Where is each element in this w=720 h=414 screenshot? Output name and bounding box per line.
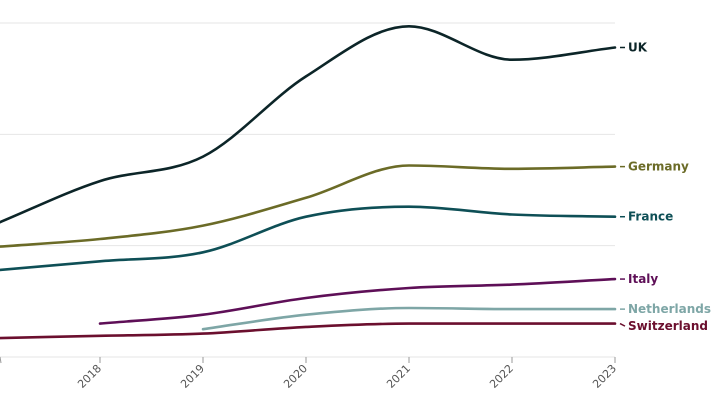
series-lines [0, 25, 617, 340]
series-label-germany: Germany [628, 160, 689, 174]
series-line-uk [0, 25, 617, 224]
x-tick-label-2018: 2018 [75, 362, 104, 391]
series-label-netherlands: Netherlands [628, 302, 711, 316]
series-line-netherlands [201, 306, 617, 331]
x-tick-label-2020: 2020 [281, 362, 310, 391]
series-label-switzerland: Switzerland [628, 319, 708, 333]
x-tick-label-2019: 2019 [178, 362, 207, 391]
series-label-uk: UK [628, 40, 648, 54]
series-line-germany [0, 164, 617, 248]
label-connector-switzerland [619, 322, 626, 327]
x-tick-label-2022: 2022 [487, 362, 516, 391]
x-axis: 2018 2019 2020 2021 2022 2023 [0, 356, 619, 391]
series-label-italy: Italy [628, 272, 658, 286]
x-tick-2017 [0, 356, 2, 364]
series-line-switzerland [0, 322, 617, 340]
grid-lines [0, 22, 615, 358]
series-line-france [0, 205, 617, 272]
series-labels: UK Germany France Italy Netherlands Switzerla… [619, 40, 711, 333]
x-tick-label-2023: 2023 [590, 362, 619, 391]
series-label-france: France [628, 210, 673, 224]
series-line-italy [98, 277, 617, 325]
x-tick-label-2021: 2021 [384, 362, 413, 391]
